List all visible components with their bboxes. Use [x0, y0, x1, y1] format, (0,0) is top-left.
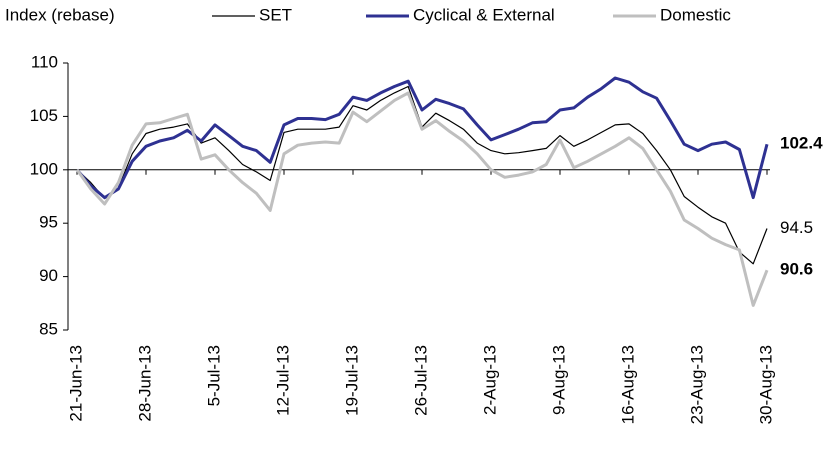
x-tick-label: 26-Jul-13	[411, 345, 430, 416]
x-tick-label: 28-Jun-13	[135, 345, 154, 422]
series-line	[75, 91, 769, 307]
series-line	[76, 85, 768, 265]
y-tick-label: 100	[30, 159, 58, 178]
y-tick-label: 110	[31, 52, 58, 71]
x-tick-label: 12-Jul-13	[273, 345, 292, 416]
end-label: 90.6	[780, 260, 813, 279]
x-tick-label: 9-Aug-13	[549, 345, 568, 415]
x-tick-label: 16-Aug-13	[618, 345, 637, 424]
y-tick-label: 90	[39, 266, 58, 285]
x-tick-label: 23-Aug-13	[687, 345, 706, 424]
legend-label: Domestic	[660, 5, 731, 24]
x-tick-label: 19-Jul-13	[342, 345, 361, 416]
chart-title: Index (rebase)	[5, 5, 115, 24]
y-tick-label: 95	[39, 213, 58, 232]
legend-label: Cyclical & External	[413, 5, 555, 24]
x-tick-label: 2-Aug-13	[480, 345, 499, 415]
y-tick-label: 105	[30, 106, 58, 125]
end-label: 94.5	[780, 218, 813, 237]
x-tick-label: 21-Jun-13	[66, 345, 85, 422]
y-tick-label: 85	[39, 319, 58, 338]
end-label: 102.4	[780, 134, 823, 153]
x-tick-label: 30-Aug-13	[756, 345, 775, 424]
legend-label: SET	[259, 5, 292, 24]
x-tick-label: 5-Jul-13	[204, 345, 223, 406]
